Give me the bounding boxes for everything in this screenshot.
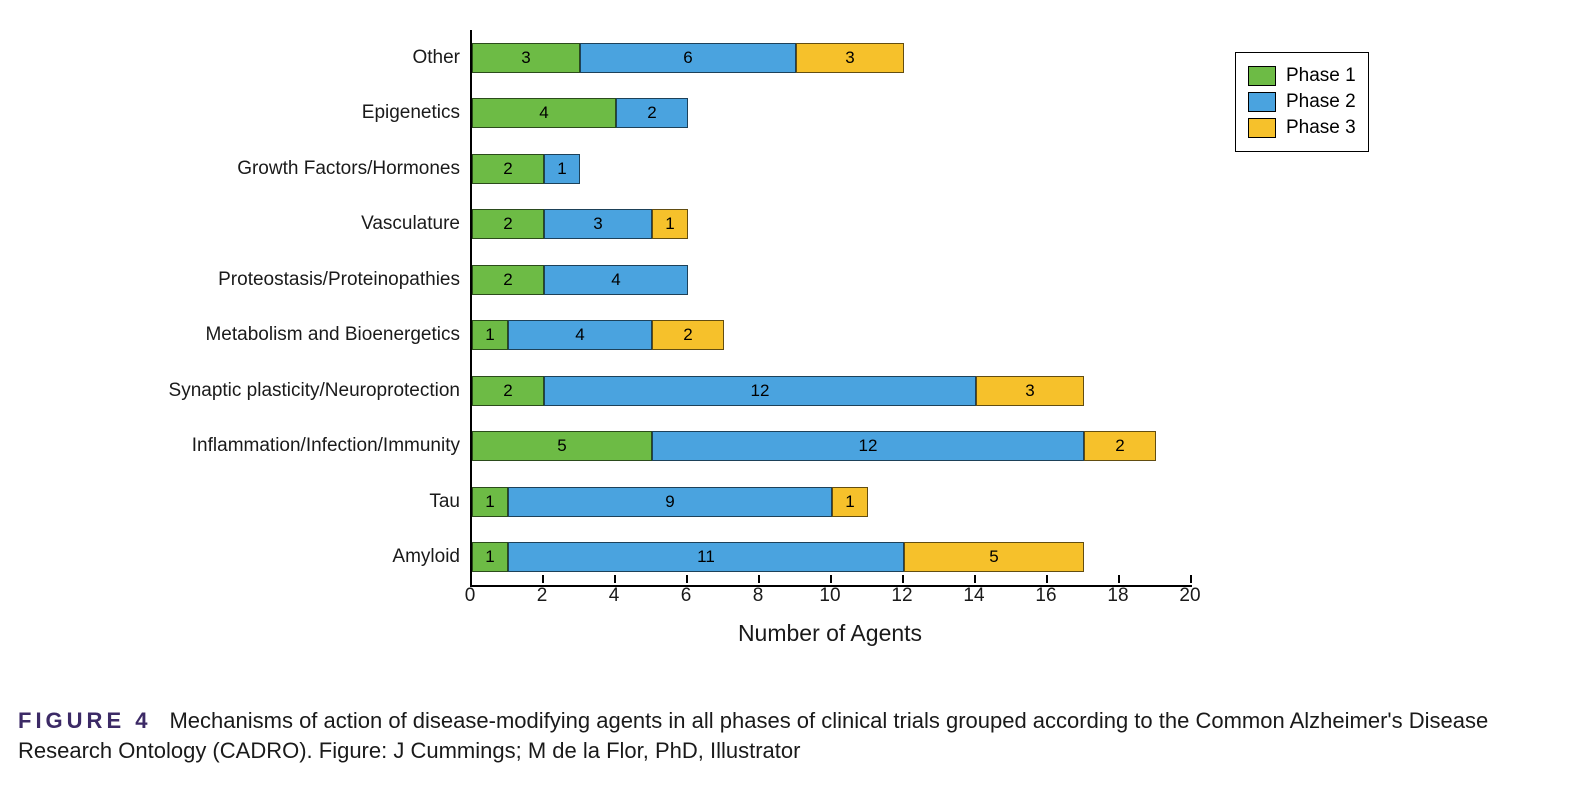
x-axis-label: Number of Agents xyxy=(470,620,1190,647)
x-tick-label: 20 xyxy=(1170,585,1210,607)
category-label: Inflammation/Infection/Immunity xyxy=(192,435,460,457)
x-tick-mark xyxy=(758,575,760,583)
bar-segment-phase3: 3 xyxy=(976,376,1084,406)
legend-label-phase1: Phase 1 xyxy=(1286,65,1356,87)
x-tick-mark xyxy=(686,575,688,583)
bar-segment-phase1: 2 xyxy=(472,154,544,184)
bar-segment-phase1: 2 xyxy=(472,209,544,239)
legend-label-phase2: Phase 2 xyxy=(1286,91,1356,113)
legend-swatch-phase2 xyxy=(1248,92,1276,112)
x-tick-mark xyxy=(1190,575,1192,583)
bar-segment-phase1: 1 xyxy=(472,487,508,517)
x-tick-mark xyxy=(542,575,544,583)
figure-label: FIGURE 4 xyxy=(18,708,151,733)
legend-swatch-phase1 xyxy=(1248,66,1276,86)
legend: Phase 1 Phase 2 Phase 3 xyxy=(1235,52,1369,152)
bar-segment-phase2: 12 xyxy=(544,376,976,406)
category-label: Amyloid xyxy=(392,546,460,568)
legend-item-phase2: Phase 2 xyxy=(1248,91,1356,113)
x-tick-label: 18 xyxy=(1098,585,1138,607)
figure-caption-text: Mechanisms of action of disease-modifyin… xyxy=(18,708,1488,763)
category-label: Epigenetics xyxy=(362,102,460,124)
legend-label-phase3: Phase 3 xyxy=(1286,117,1356,139)
bar-segment-phase2: 12 xyxy=(652,431,1084,461)
bar-row: 142 xyxy=(472,320,724,350)
category-label: Vasculature xyxy=(361,213,460,235)
bar-segment-phase3: 1 xyxy=(832,487,868,517)
bar-segment-phase3: 1 xyxy=(652,209,688,239)
category-label: Proteostasis/Proteinopathies xyxy=(218,269,460,291)
x-tick-label: 8 xyxy=(738,585,778,607)
bar-row: 42 xyxy=(472,98,688,128)
bar-row: 24 xyxy=(472,265,688,295)
bar-segment-phase2: 6 xyxy=(580,43,796,73)
bar-segment-phase1: 1 xyxy=(472,320,508,350)
bar-segment-phase1: 2 xyxy=(472,376,544,406)
bar-segment-phase2: 3 xyxy=(544,209,652,239)
bar-segment-phase1: 5 xyxy=(472,431,652,461)
x-tick-mark xyxy=(1118,575,1120,583)
bar-segment-phase2: 2 xyxy=(616,98,688,128)
bar-row: 5122 xyxy=(472,431,1156,461)
bar-row: 1115 xyxy=(472,542,1084,572)
x-tick-mark xyxy=(614,575,616,583)
category-label: Tau xyxy=(429,491,460,513)
bar-segment-phase3: 5 xyxy=(904,542,1084,572)
bar-segment-phase1: 4 xyxy=(472,98,616,128)
legend-item-phase1: Phase 1 xyxy=(1248,65,1356,87)
bar-row: 231 xyxy=(472,209,688,239)
category-label: Synaptic plasticity/Neuroprotection xyxy=(169,380,460,402)
bar-segment-phase1: 1 xyxy=(472,542,508,572)
x-tick-label: 14 xyxy=(954,585,994,607)
bar-segment-phase3: 2 xyxy=(1084,431,1156,461)
x-tick-label: 2 xyxy=(522,585,562,607)
x-tick-mark xyxy=(830,575,832,583)
chart-container: 363422123124142212351221911115 Number of… xyxy=(125,20,1445,680)
bar-row: 21 xyxy=(472,154,580,184)
x-tick-label: 4 xyxy=(594,585,634,607)
x-tick-mark xyxy=(470,575,472,583)
bar-row: 363 xyxy=(472,43,904,73)
plot-area: 363422123124142212351221911115 xyxy=(470,30,1192,587)
category-label: Growth Factors/Hormones xyxy=(237,158,460,180)
x-tick-mark xyxy=(902,575,904,583)
figure-caption: FIGURE 4Mechanisms of action of disease-… xyxy=(18,706,1553,765)
x-tick-label: 10 xyxy=(810,585,850,607)
bar-segment-phase2: 4 xyxy=(544,265,688,295)
bar-segment-phase2: 9 xyxy=(508,487,832,517)
legend-swatch-phase3 xyxy=(1248,118,1276,138)
category-label: Metabolism and Bioenergetics xyxy=(205,324,460,346)
x-tick-label: 0 xyxy=(450,585,490,607)
x-tick-mark xyxy=(1046,575,1048,583)
bar-segment-phase2: 4 xyxy=(508,320,652,350)
bar-segment-phase2: 1 xyxy=(544,154,580,184)
legend-item-phase3: Phase 3 xyxy=(1248,117,1356,139)
bar-segment-phase1: 3 xyxy=(472,43,580,73)
bar-row: 2123 xyxy=(472,376,1084,406)
page: 363422123124142212351221911115 Number of… xyxy=(0,0,1571,795)
bar-segment-phase1: 2 xyxy=(472,265,544,295)
x-tick-label: 12 xyxy=(882,585,922,607)
category-label: Other xyxy=(412,47,460,69)
bar-row: 191 xyxy=(472,487,868,517)
bar-segment-phase3: 2 xyxy=(652,320,724,350)
x-tick-label: 6 xyxy=(666,585,706,607)
bar-segment-phase3: 3 xyxy=(796,43,904,73)
x-tick-mark xyxy=(974,575,976,583)
bar-segment-phase2: 11 xyxy=(508,542,904,572)
x-tick-label: 16 xyxy=(1026,585,1066,607)
